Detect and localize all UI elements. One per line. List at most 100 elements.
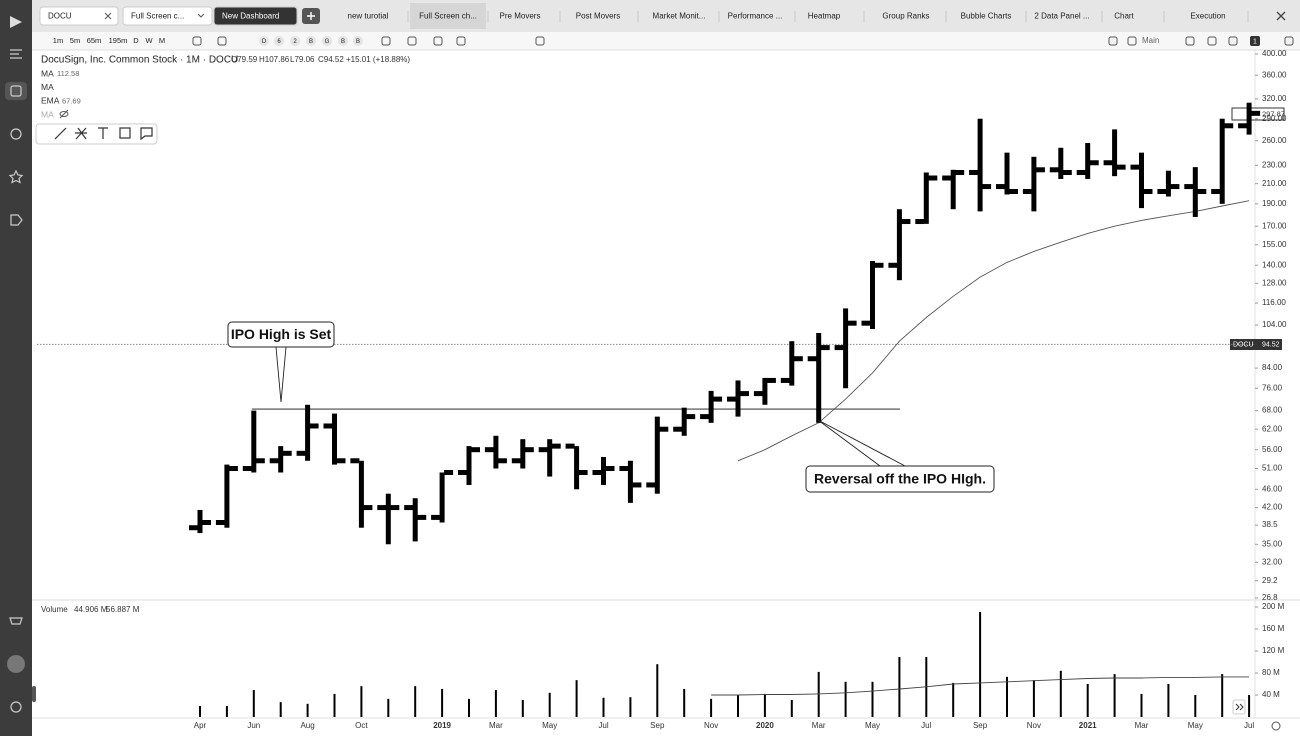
ohlc-label: C94.52: [318, 55, 344, 64]
study-label: D: [262, 39, 267, 45]
toolbar-icon[interactable]: [1108, 36, 1118, 46]
volume-bar: [1140, 693, 1143, 717]
toolbar-icon[interactable]: [192, 36, 202, 46]
bar-open: [1238, 123, 1248, 129]
bar-open: [269, 458, 279, 464]
indicator-name: MA: [41, 68, 54, 78]
toolbar-icon[interactable]: [535, 36, 545, 46]
bar-open: [242, 466, 252, 472]
avatar[interactable]: [7, 655, 25, 673]
volume-bar: [252, 690, 255, 717]
x-tick-label: 2020: [756, 721, 774, 730]
tab-label[interactable]: Execution: [1190, 12, 1225, 21]
interval-button[interactable]: 195m: [109, 36, 128, 45]
tab-label[interactable]: Bubble Charts: [961, 12, 1012, 21]
study-badge[interactable]: [290, 36, 300, 46]
bar-range: [708, 390, 714, 423]
interval-button[interactable]: 5m: [70, 36, 80, 45]
volume-bar: [279, 702, 282, 717]
add-icon: [307, 12, 315, 20]
toolbar-icon[interactable]: [217, 36, 227, 46]
interval-button[interactable]: D: [133, 36, 139, 45]
volume-bar: [952, 682, 955, 717]
volume-bar: [1059, 670, 1062, 717]
toolbar-icon[interactable]: [1185, 36, 1195, 46]
study-badge[interactable]: [353, 36, 363, 46]
tab-action[interactable]: [104, 12, 112, 20]
toolbar-icon[interactable]: [433, 36, 443, 46]
bar-close: [471, 447, 480, 453]
bar-open: [511, 458, 521, 464]
toolbar-icon[interactable]: [1127, 36, 1137, 46]
y-tick-label: 84.00: [1262, 363, 1283, 372]
layout-label[interactable]: Main: [1142, 36, 1159, 45]
toolbar-icon[interactable]: [407, 36, 417, 46]
y-tick-label: 26.8: [1262, 593, 1278, 602]
volume-bar: [602, 697, 605, 717]
bar-open: [646, 482, 656, 488]
bar-range: [654, 416, 660, 494]
y-tick-label: 38.5: [1262, 520, 1278, 529]
tab-label[interactable]: Pre Movers: [500, 12, 541, 21]
tab[interactable]: [213, 6, 298, 26]
settings-icon[interactable]: [1271, 721, 1281, 731]
toolbar-icon[interactable]: [456, 36, 466, 46]
tab-label[interactable]: Group Ranks: [882, 12, 929, 21]
volume-bar: [494, 690, 497, 717]
x-tick-label: Sep: [650, 721, 665, 730]
active-tab[interactable]: [410, 3, 486, 29]
tab-label[interactable]: Performance ...: [728, 12, 783, 21]
bar-range: [385, 493, 391, 545]
tab-label[interactable]: Market Monit...: [653, 12, 706, 21]
drawing-toolbox: [35, 123, 158, 145]
bar-close: [1170, 184, 1180, 190]
bar-close: [228, 466, 238, 472]
study-badge[interactable]: [338, 36, 348, 46]
y-tick-label: 360.00: [1262, 70, 1287, 79]
tab-action[interactable]: [197, 13, 205, 18]
interval-button[interactable]: W: [145, 36, 153, 45]
bar-range: [1004, 152, 1010, 195]
toolbar-icon[interactable]: [1207, 36, 1217, 46]
tab[interactable]: [122, 6, 213, 26]
x-tick-label: Jul: [921, 721, 931, 730]
tab-label[interactable]: Chart: [1114, 12, 1134, 21]
bar-range: [735, 380, 741, 417]
tab-label[interactable]: Heatmap: [808, 12, 841, 21]
annotation: Reversal off the IPO HIgh.: [814, 471, 986, 487]
study-badge[interactable]: [274, 36, 284, 46]
toolbar-icon[interactable]: [1284, 36, 1294, 46]
tab-label[interactable]: new turotial: [348, 12, 389, 21]
tab-label[interactable]: Full Screen ch...: [419, 12, 477, 21]
volume-bar: [575, 680, 578, 717]
study-badge[interactable]: [322, 36, 332, 46]
volume-bar: [441, 688, 444, 717]
bar-close: [497, 458, 507, 464]
y-tick-label: 190.00: [1262, 199, 1287, 208]
tab-label[interactable]: 2 Data Panel ...: [1034, 12, 1089, 21]
bar-open: [888, 262, 898, 268]
interval-button[interactable]: 65m: [87, 36, 102, 45]
volume-bar: [710, 698, 713, 717]
study-badge[interactable]: [259, 36, 269, 46]
tab-label[interactable]: Post Movers: [576, 12, 620, 21]
bar-close: [417, 514, 427, 520]
bar-open: [700, 414, 710, 420]
count-label[interactable]: 1: [1253, 38, 1257, 45]
hidden-icon[interactable]: [59, 111, 69, 117]
study-badge[interactable]: [306, 36, 316, 46]
drawing-tools[interactable]: [54, 127, 153, 141]
callout-pointer: [275, 346, 287, 403]
toolbar-icon[interactable]: [381, 36, 391, 46]
y-tick-label: 230.00: [1262, 160, 1287, 169]
toolbar-icon[interactable]: [1228, 36, 1238, 46]
interval-button[interactable]: 1m: [53, 36, 63, 45]
close-icon[interactable]: [1276, 11, 1286, 21]
bar-open: [753, 391, 763, 397]
x-tick-label: Nov: [1027, 721, 1041, 730]
volume-bar: [1221, 674, 1224, 717]
tab[interactable]: [39, 6, 119, 26]
interval-button[interactable]: M: [159, 36, 165, 45]
volume-bar: [763, 693, 766, 717]
